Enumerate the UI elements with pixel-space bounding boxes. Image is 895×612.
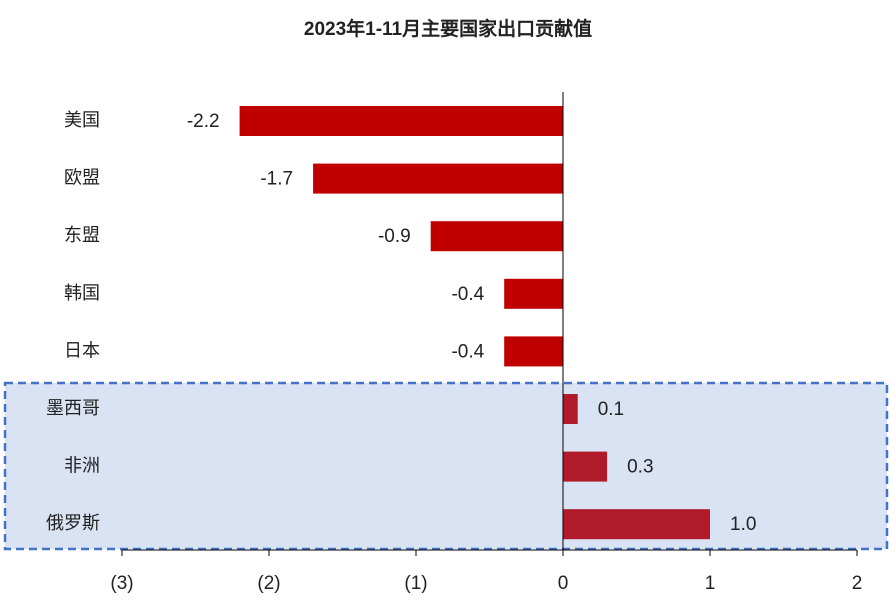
value-label: 1.0 xyxy=(730,514,756,535)
bar xyxy=(430,221,563,252)
x-tick-label: 0 xyxy=(558,573,569,594)
value-label: -0.4 xyxy=(451,341,484,362)
category-label: 非洲 xyxy=(64,456,100,477)
value-label: -0.9 xyxy=(378,226,411,247)
value-label: -0.4 xyxy=(451,284,484,305)
chart-title: 2023年1-11月主要国家出口贡献值 xyxy=(304,17,592,40)
highlight-box xyxy=(3,381,889,551)
category-label: 美国 xyxy=(64,110,100,131)
bar xyxy=(563,509,710,540)
x-tick-label: 2 xyxy=(852,573,863,594)
category-label: 东盟 xyxy=(64,225,100,246)
value-label: 0.1 xyxy=(598,399,624,420)
category-label: 日本 xyxy=(64,340,100,361)
bar xyxy=(504,336,563,367)
bar xyxy=(239,106,563,136)
category-label: 韩国 xyxy=(64,283,100,304)
bar xyxy=(313,163,563,194)
bar xyxy=(563,394,578,424)
x-tick-label: (3) xyxy=(110,573,133,594)
bar xyxy=(563,451,608,482)
x-tick-label: (2) xyxy=(257,573,280,594)
value-label: 0.3 xyxy=(627,457,653,478)
value-label: -2.2 xyxy=(187,111,220,132)
bar xyxy=(504,278,563,309)
category-label: 俄罗斯 xyxy=(46,513,100,534)
x-tick-label: 1 xyxy=(705,573,716,594)
value-label: -1.7 xyxy=(260,169,293,190)
x-tick-label: (1) xyxy=(404,573,427,594)
category-label: 欧盟 xyxy=(64,168,100,189)
category-label: 墨西哥 xyxy=(46,398,100,419)
